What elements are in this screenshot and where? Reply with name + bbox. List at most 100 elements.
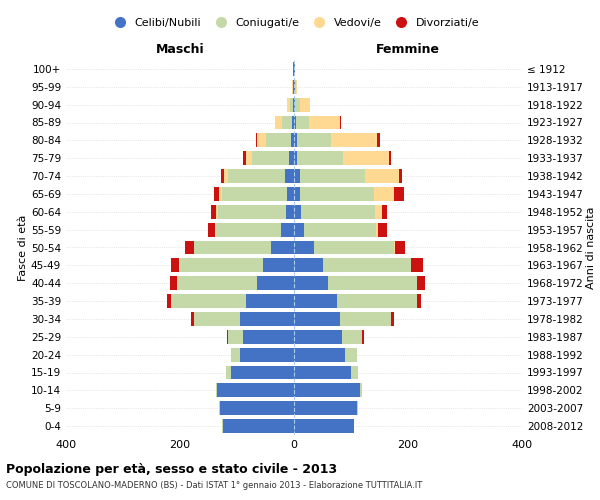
- Bar: [294, 384, 359, 398]
- Bar: [226, 366, 294, 380]
- Bar: [257, 276, 294, 290]
- Bar: [294, 330, 364, 344]
- Bar: [294, 151, 389, 165]
- Bar: [294, 187, 374, 201]
- Bar: [294, 276, 416, 290]
- Bar: [177, 276, 294, 290]
- Bar: [245, 294, 294, 308]
- Bar: [294, 62, 295, 76]
- Bar: [294, 401, 358, 415]
- Bar: [294, 151, 391, 165]
- Bar: [294, 134, 297, 147]
- Bar: [294, 384, 362, 398]
- Bar: [222, 419, 294, 433]
- Bar: [294, 205, 388, 219]
- Bar: [281, 222, 294, 236]
- Bar: [294, 169, 403, 183]
- Bar: [217, 384, 294, 398]
- Text: Femmine: Femmine: [376, 44, 440, 57]
- Text: COMUNE DI TOSCOLANO-MADERNO (BS) - Dati ISTAT 1° gennaio 2013 - Elaborazione TUT: COMUNE DI TOSCOLANO-MADERNO (BS) - Dati …: [6, 481, 422, 490]
- Bar: [221, 169, 294, 183]
- Bar: [231, 348, 294, 362]
- Bar: [240, 348, 294, 362]
- Bar: [294, 169, 365, 183]
- Bar: [294, 222, 376, 236]
- Bar: [294, 294, 416, 308]
- Bar: [294, 98, 295, 112]
- Bar: [229, 169, 294, 183]
- Bar: [194, 312, 294, 326]
- Bar: [294, 134, 380, 147]
- Bar: [229, 330, 294, 344]
- Bar: [242, 151, 294, 165]
- Bar: [245, 151, 294, 165]
- Bar: [257, 134, 294, 147]
- Bar: [294, 187, 300, 201]
- Bar: [221, 187, 294, 201]
- Bar: [294, 240, 405, 254]
- Bar: [294, 366, 358, 380]
- Bar: [294, 312, 394, 326]
- Y-axis label: Fasce di età: Fasce di età: [18, 214, 28, 280]
- Bar: [216, 384, 294, 398]
- Bar: [294, 222, 304, 236]
- Bar: [194, 240, 294, 254]
- Bar: [256, 134, 294, 147]
- Bar: [194, 240, 294, 254]
- Bar: [294, 134, 331, 147]
- Text: Maschi: Maschi: [155, 44, 205, 57]
- Bar: [294, 366, 351, 380]
- Bar: [294, 276, 425, 290]
- Bar: [232, 348, 294, 362]
- Bar: [223, 419, 294, 433]
- Bar: [294, 98, 310, 112]
- Bar: [224, 169, 294, 183]
- Bar: [218, 205, 294, 219]
- Bar: [294, 151, 298, 165]
- Bar: [294, 116, 340, 130]
- Bar: [271, 240, 294, 254]
- Bar: [219, 401, 294, 415]
- Bar: [287, 187, 294, 201]
- Bar: [294, 187, 394, 201]
- Bar: [294, 348, 356, 362]
- Bar: [294, 401, 358, 415]
- Bar: [294, 330, 362, 344]
- Bar: [220, 401, 294, 415]
- Bar: [294, 205, 301, 219]
- Bar: [294, 151, 343, 165]
- Bar: [294, 419, 354, 433]
- Bar: [226, 366, 294, 380]
- Bar: [177, 276, 294, 290]
- Bar: [219, 401, 294, 415]
- Bar: [291, 134, 294, 147]
- Bar: [171, 258, 294, 272]
- Bar: [194, 312, 294, 326]
- Bar: [292, 116, 294, 130]
- Legend: Celibi/Nubili, Coniugati/e, Vedovi/e, Divorziati/e: Celibi/Nubili, Coniugati/e, Vedovi/e, Di…: [104, 13, 484, 32]
- Bar: [294, 348, 357, 362]
- Bar: [294, 222, 379, 236]
- Bar: [294, 205, 375, 219]
- Bar: [294, 222, 387, 236]
- Bar: [294, 348, 346, 362]
- Bar: [214, 187, 294, 201]
- Bar: [240, 312, 294, 326]
- Bar: [172, 294, 294, 308]
- Bar: [294, 62, 295, 76]
- Bar: [242, 330, 294, 344]
- Bar: [172, 294, 294, 308]
- Bar: [208, 222, 294, 236]
- Bar: [216, 384, 294, 398]
- Bar: [294, 419, 355, 433]
- Bar: [286, 205, 294, 219]
- Y-axis label: Anni di nascita: Anni di nascita: [586, 206, 596, 289]
- Bar: [294, 258, 412, 272]
- Bar: [294, 330, 362, 344]
- Bar: [287, 98, 294, 112]
- Bar: [294, 419, 355, 433]
- Bar: [292, 80, 294, 94]
- Bar: [294, 330, 343, 344]
- Bar: [216, 384, 294, 398]
- Bar: [294, 312, 391, 326]
